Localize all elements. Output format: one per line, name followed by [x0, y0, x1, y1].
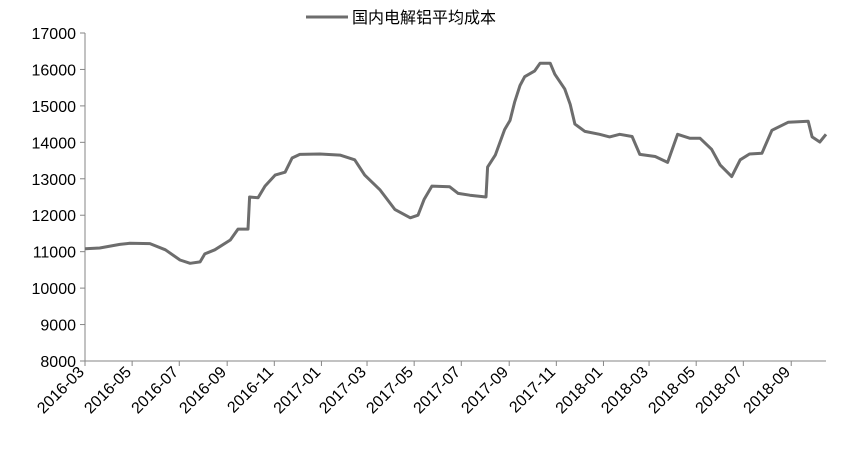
- plot-area: [84, 61, 828, 265]
- x-tick-label: 2016-07: [129, 364, 183, 418]
- x-tick-label: 2017-01: [271, 364, 325, 418]
- y-tick-label: 15000: [32, 99, 77, 116]
- y-tick-label: 10000: [32, 281, 77, 298]
- x-tick-label: 2018-09: [741, 364, 795, 418]
- x-tick-label: 2016-03: [34, 364, 88, 418]
- y-tick-label: 17000: [32, 26, 77, 43]
- y-tick-label: 11000: [33, 245, 76, 262]
- x-tick-label: 2018-07: [693, 364, 747, 418]
- y-tick-label: 9000: [40, 318, 76, 335]
- legend-label: 国内电解铝平均成本: [352, 9, 496, 27]
- x-tick-label: 2018-05: [645, 364, 699, 418]
- y-tick-label: 8000: [40, 354, 76, 371]
- x-tick-label: 2016-11: [224, 364, 277, 417]
- y-tick-label: 14000: [32, 135, 77, 152]
- legend: 国内电解铝平均成本: [306, 9, 496, 27]
- x-tick-label: 2016-09: [176, 364, 230, 418]
- x-axis: 2016-032016-052016-072016-092016-112017-…: [34, 360, 826, 418]
- x-tick-label: 2017-07: [411, 364, 465, 418]
- y-axis: 8000 9000 10000 11000 12000 13000 14000 15000 16…: [32, 26, 86, 371]
- x-tick-label: 2017-09: [458, 364, 512, 418]
- y-tick-label: 12000: [32, 208, 77, 225]
- y-tick-label: 16000: [32, 62, 77, 79]
- series-line: [84, 61, 828, 265]
- x-tick-label: 2016-05: [81, 364, 135, 418]
- y-tick-label: 13000: [32, 172, 77, 189]
- x-tick-label: 2018-01: [553, 364, 607, 418]
- x-tick-label: 2017-11: [506, 364, 559, 417]
- x-tick-label: 2017-03: [316, 364, 370, 418]
- x-tick-label: 2018-03: [598, 364, 652, 418]
- x-tick-label: 2017-05: [363, 364, 417, 418]
